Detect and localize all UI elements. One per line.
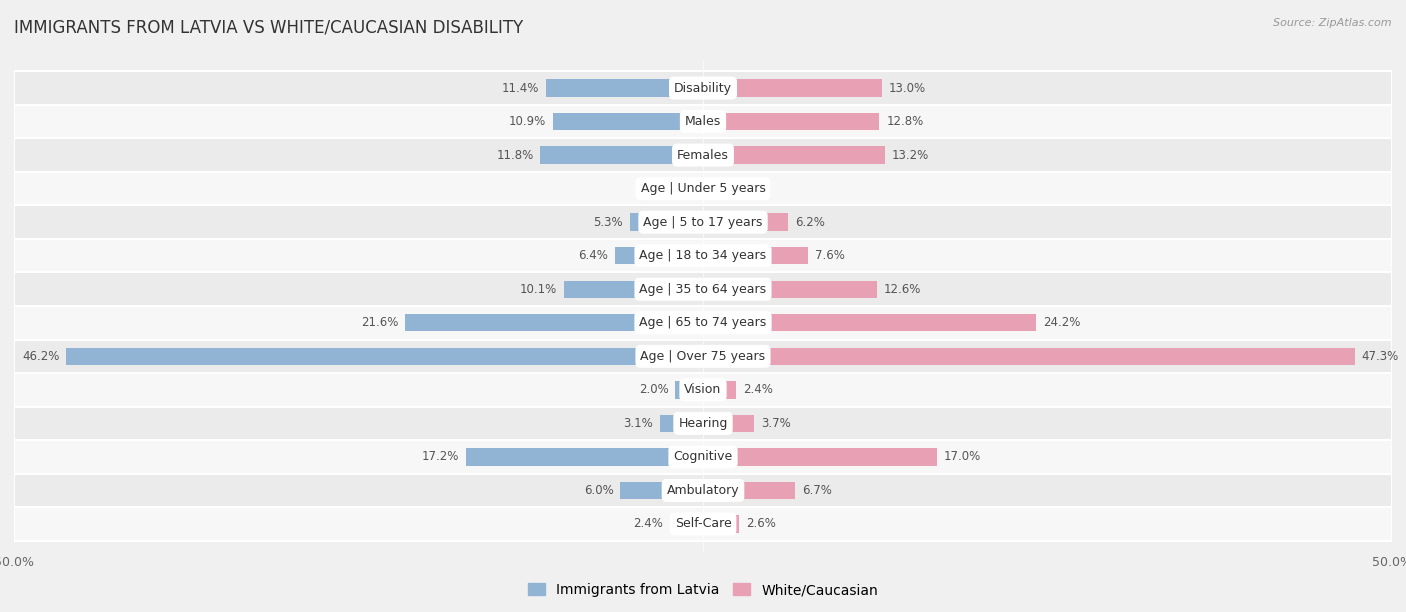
Text: 2.4%: 2.4% [633,518,664,531]
Text: 6.4%: 6.4% [578,249,607,262]
Bar [14,239,1392,272]
Bar [703,180,727,197]
Bar [14,474,1392,507]
Bar [14,172,1392,206]
Bar [669,515,703,532]
Bar [465,448,703,466]
Bar [686,180,703,197]
Text: Disability: Disability [673,81,733,94]
Bar [553,113,703,130]
Bar [546,80,703,97]
Text: 10.1%: 10.1% [520,283,557,296]
Text: 21.6%: 21.6% [361,316,398,329]
Legend: Immigrants from Latvia, White/Caucasian: Immigrants from Latvia, White/Caucasian [523,578,883,603]
Text: 3.1%: 3.1% [624,417,654,430]
Text: 2.4%: 2.4% [742,383,773,397]
Bar [703,214,789,231]
Text: 7.6%: 7.6% [814,249,845,262]
Bar [405,314,703,332]
Bar [14,507,1392,541]
Text: 47.3%: 47.3% [1361,350,1399,363]
Text: Age | 35 to 64 years: Age | 35 to 64 years [640,283,766,296]
Bar [66,348,703,365]
Bar [675,381,703,398]
Bar [14,373,1392,406]
Text: Self-Care: Self-Care [675,518,731,531]
Text: 17.2%: 17.2% [422,450,460,463]
Bar [14,206,1392,239]
Bar [14,71,1392,105]
Text: 10.9%: 10.9% [509,115,546,128]
Text: 17.0%: 17.0% [945,450,981,463]
Text: 1.2%: 1.2% [650,182,679,195]
Bar [14,138,1392,172]
Bar [703,314,1036,332]
Bar [14,105,1392,138]
Text: Vision: Vision [685,383,721,397]
Bar [703,348,1355,365]
Text: Age | 5 to 17 years: Age | 5 to 17 years [644,215,762,229]
Bar [661,415,703,432]
Text: Cognitive: Cognitive [673,450,733,463]
Text: 46.2%: 46.2% [22,350,59,363]
Text: 5.3%: 5.3% [593,215,623,229]
Text: 11.4%: 11.4% [502,81,538,94]
Bar [703,146,884,164]
Text: 2.0%: 2.0% [638,383,669,397]
Bar [703,448,938,466]
Text: 13.0%: 13.0% [889,81,927,94]
Bar [630,214,703,231]
Text: 2.6%: 2.6% [745,518,776,531]
Bar [14,406,1392,440]
Text: 3.7%: 3.7% [761,417,790,430]
Bar [703,80,882,97]
Text: 13.2%: 13.2% [891,149,929,162]
Bar [14,340,1392,373]
Text: 1.7%: 1.7% [734,182,763,195]
Text: 12.8%: 12.8% [886,115,924,128]
Bar [703,280,876,298]
Text: Ambulatory: Ambulatory [666,484,740,497]
Bar [14,440,1392,474]
Bar [14,272,1392,306]
Text: 6.0%: 6.0% [583,484,613,497]
Text: Source: ZipAtlas.com: Source: ZipAtlas.com [1274,18,1392,28]
Bar [703,113,879,130]
Text: 6.7%: 6.7% [803,484,832,497]
Text: Age | Under 5 years: Age | Under 5 years [641,182,765,195]
Bar [703,381,737,398]
Bar [14,306,1392,340]
Text: 6.2%: 6.2% [796,215,825,229]
Bar [703,247,807,264]
Text: 24.2%: 24.2% [1043,316,1081,329]
Bar [564,280,703,298]
Bar [614,247,703,264]
Bar [620,482,703,499]
Bar [703,515,738,532]
Bar [540,146,703,164]
Text: 12.6%: 12.6% [883,283,921,296]
Text: 11.8%: 11.8% [496,149,533,162]
Bar [703,482,796,499]
Text: IMMIGRANTS FROM LATVIA VS WHITE/CAUCASIAN DISABILITY: IMMIGRANTS FROM LATVIA VS WHITE/CAUCASIA… [14,18,523,36]
Text: Females: Females [678,149,728,162]
Text: Males: Males [685,115,721,128]
Bar [703,415,754,432]
Text: Hearing: Hearing [678,417,728,430]
Text: Age | Over 75 years: Age | Over 75 years [641,350,765,363]
Text: Age | 18 to 34 years: Age | 18 to 34 years [640,249,766,262]
Text: Age | 65 to 74 years: Age | 65 to 74 years [640,316,766,329]
